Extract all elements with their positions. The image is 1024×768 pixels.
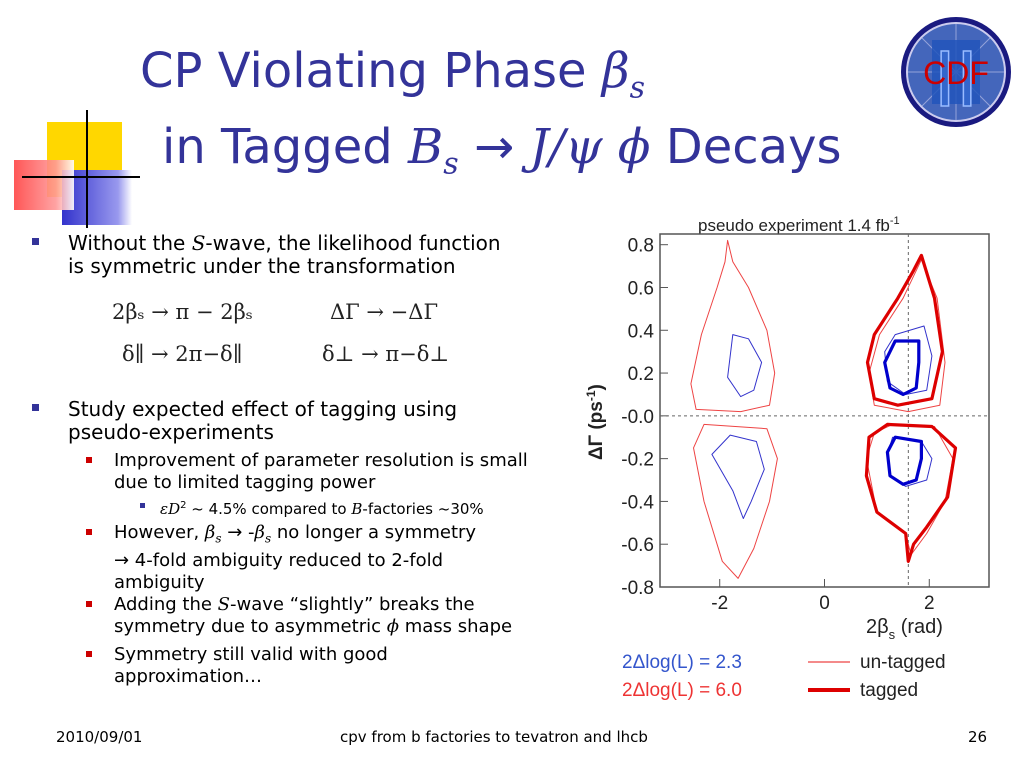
y-tick-label: -0.4 <box>621 492 654 513</box>
legend-label-tagged: tagged <box>860 680 918 701</box>
contour-tagged-2-3 <box>885 435 923 486</box>
contour-tagged-6-0 <box>864 422 958 563</box>
y-tick-label: 0.8 <box>628 236 654 257</box>
contour-tagged-2-3 <box>883 339 921 397</box>
bullet-tagging-study: Study expected effect of tagging using ps… <box>32 398 578 444</box>
subbullet-symmetry-broken: However, βs → -βs no longer a symmetry →… <box>86 522 584 594</box>
y-tick-label: -0.0 <box>621 407 654 428</box>
contour-series <box>690 239 958 579</box>
deco-red-square <box>14 160 74 210</box>
bullet-marker <box>32 404 39 411</box>
legend-label-untagged: un-tagged <box>860 652 946 673</box>
x-tick-label: 0 <box>819 593 830 614</box>
subbullet-marker <box>86 651 92 657</box>
legend-level-6-0: 2Δlog(L) = 6.0 <box>622 680 742 701</box>
equation-delta-par: δ∥ → 2π−δ∥ <box>122 342 243 366</box>
deco-horizontal-line <box>22 176 140 178</box>
subbullet-marker <box>86 457 92 463</box>
subbullet-resolution: Improvement of parameter resolution is s… <box>86 450 584 494</box>
footer-center: cpv from b factories to tevatron and lhc… <box>340 728 648 746</box>
title-jpsi: J/ψ ϕ <box>529 119 651 175</box>
x-axis-label: 2βs (rad) <box>866 616 943 642</box>
y-tick-label: 0.4 <box>628 321 655 342</box>
logo-roman-text: II <box>934 34 978 123</box>
bullet-likelihood: Without the S-wave, the likelihood funct… <box>32 232 578 278</box>
y-tick-label: -0.2 <box>621 450 654 471</box>
contour-untagged-6-0 <box>865 423 954 556</box>
x-axis-ticks: -2 0 2 <box>711 579 935 614</box>
slide-title-line2: in Tagged Bs → J/ψ ϕ Decays <box>162 118 841 194</box>
slide-title-line1: CP Violating Phase βs <box>140 42 645 118</box>
footer-page-number: 26 <box>968 728 988 746</box>
contour-chart: pseudo experiment 1.4 fb-1 0.8 0.6 0.4 0.2 -… <box>584 215 990 701</box>
y-tick-label: 0.6 <box>628 278 654 299</box>
contour-untagged-2-3 <box>884 325 933 395</box>
cdf-logo: II CDF <box>901 17 1011 127</box>
title-arrow: → <box>473 119 515 175</box>
equation-deltagamma: ΔΓ → −ΔΓ <box>330 300 439 324</box>
logo-roman-two <box>932 40 980 104</box>
y-axis-ticks: 0.8 0.6 0.4 0.2 -0.0 -0.2 -0.4 -0.6 -0.8 <box>621 236 668 599</box>
title-beta: βs <box>601 43 645 106</box>
contour-tagged-6-0 <box>865 253 944 407</box>
sm-guide-lines <box>660 234 989 587</box>
title-text: CP Violating Phase <box>140 43 587 99</box>
logo-cdf-text: CDF <box>923 55 989 91</box>
subsubbullet-marker <box>140 503 145 508</box>
subbullet-swave: Adding the S-wave “slightly” breaks the … <box>86 594 584 638</box>
contour-untagged-2-3 <box>727 334 763 398</box>
subsubbullet-tagging-power: εD2 ~ 4.5% compared to B-factories ~30% <box>140 496 580 519</box>
x-tick-label: -2 <box>711 593 728 614</box>
deco-vertical-line <box>86 110 88 228</box>
y-axis-label: ΔΓ (ps-1) <box>584 384 607 460</box>
equation-delta-perp: δ⊥ → π−δ⊥ <box>322 342 450 366</box>
x-tick-label: 2 <box>924 593 935 614</box>
legend-level-2-3: 2Δlog(L) = 2.3 <box>622 652 742 673</box>
title-decays: Decays <box>665 119 842 175</box>
footer-date: 2010/09/01 <box>56 728 143 746</box>
subbullet-marker <box>86 529 92 535</box>
title-bs: Bs <box>408 119 459 182</box>
contour-untagged-6-0 <box>693 423 778 579</box>
equation-beta: 2βₛ → π − 2βₛ <box>112 300 253 324</box>
chart-title: pseudo experiment 1.4 fb-1 <box>698 215 900 235</box>
bullet-marker <box>32 238 39 245</box>
contour-untagged-6-0 <box>690 239 776 413</box>
subbullet-marker <box>86 601 92 607</box>
title-in-tagged: in Tagged <box>162 119 393 175</box>
contour-untagged-6-0 <box>868 259 946 413</box>
y-tick-label: 0.2 <box>628 364 654 385</box>
y-tick-label: -0.6 <box>621 535 654 556</box>
y-tick-label: -0.8 <box>621 578 654 599</box>
subbullet-approximation: Symmetry still valid with good approximat… <box>86 644 584 688</box>
contour-untagged-2-3 <box>711 434 765 519</box>
